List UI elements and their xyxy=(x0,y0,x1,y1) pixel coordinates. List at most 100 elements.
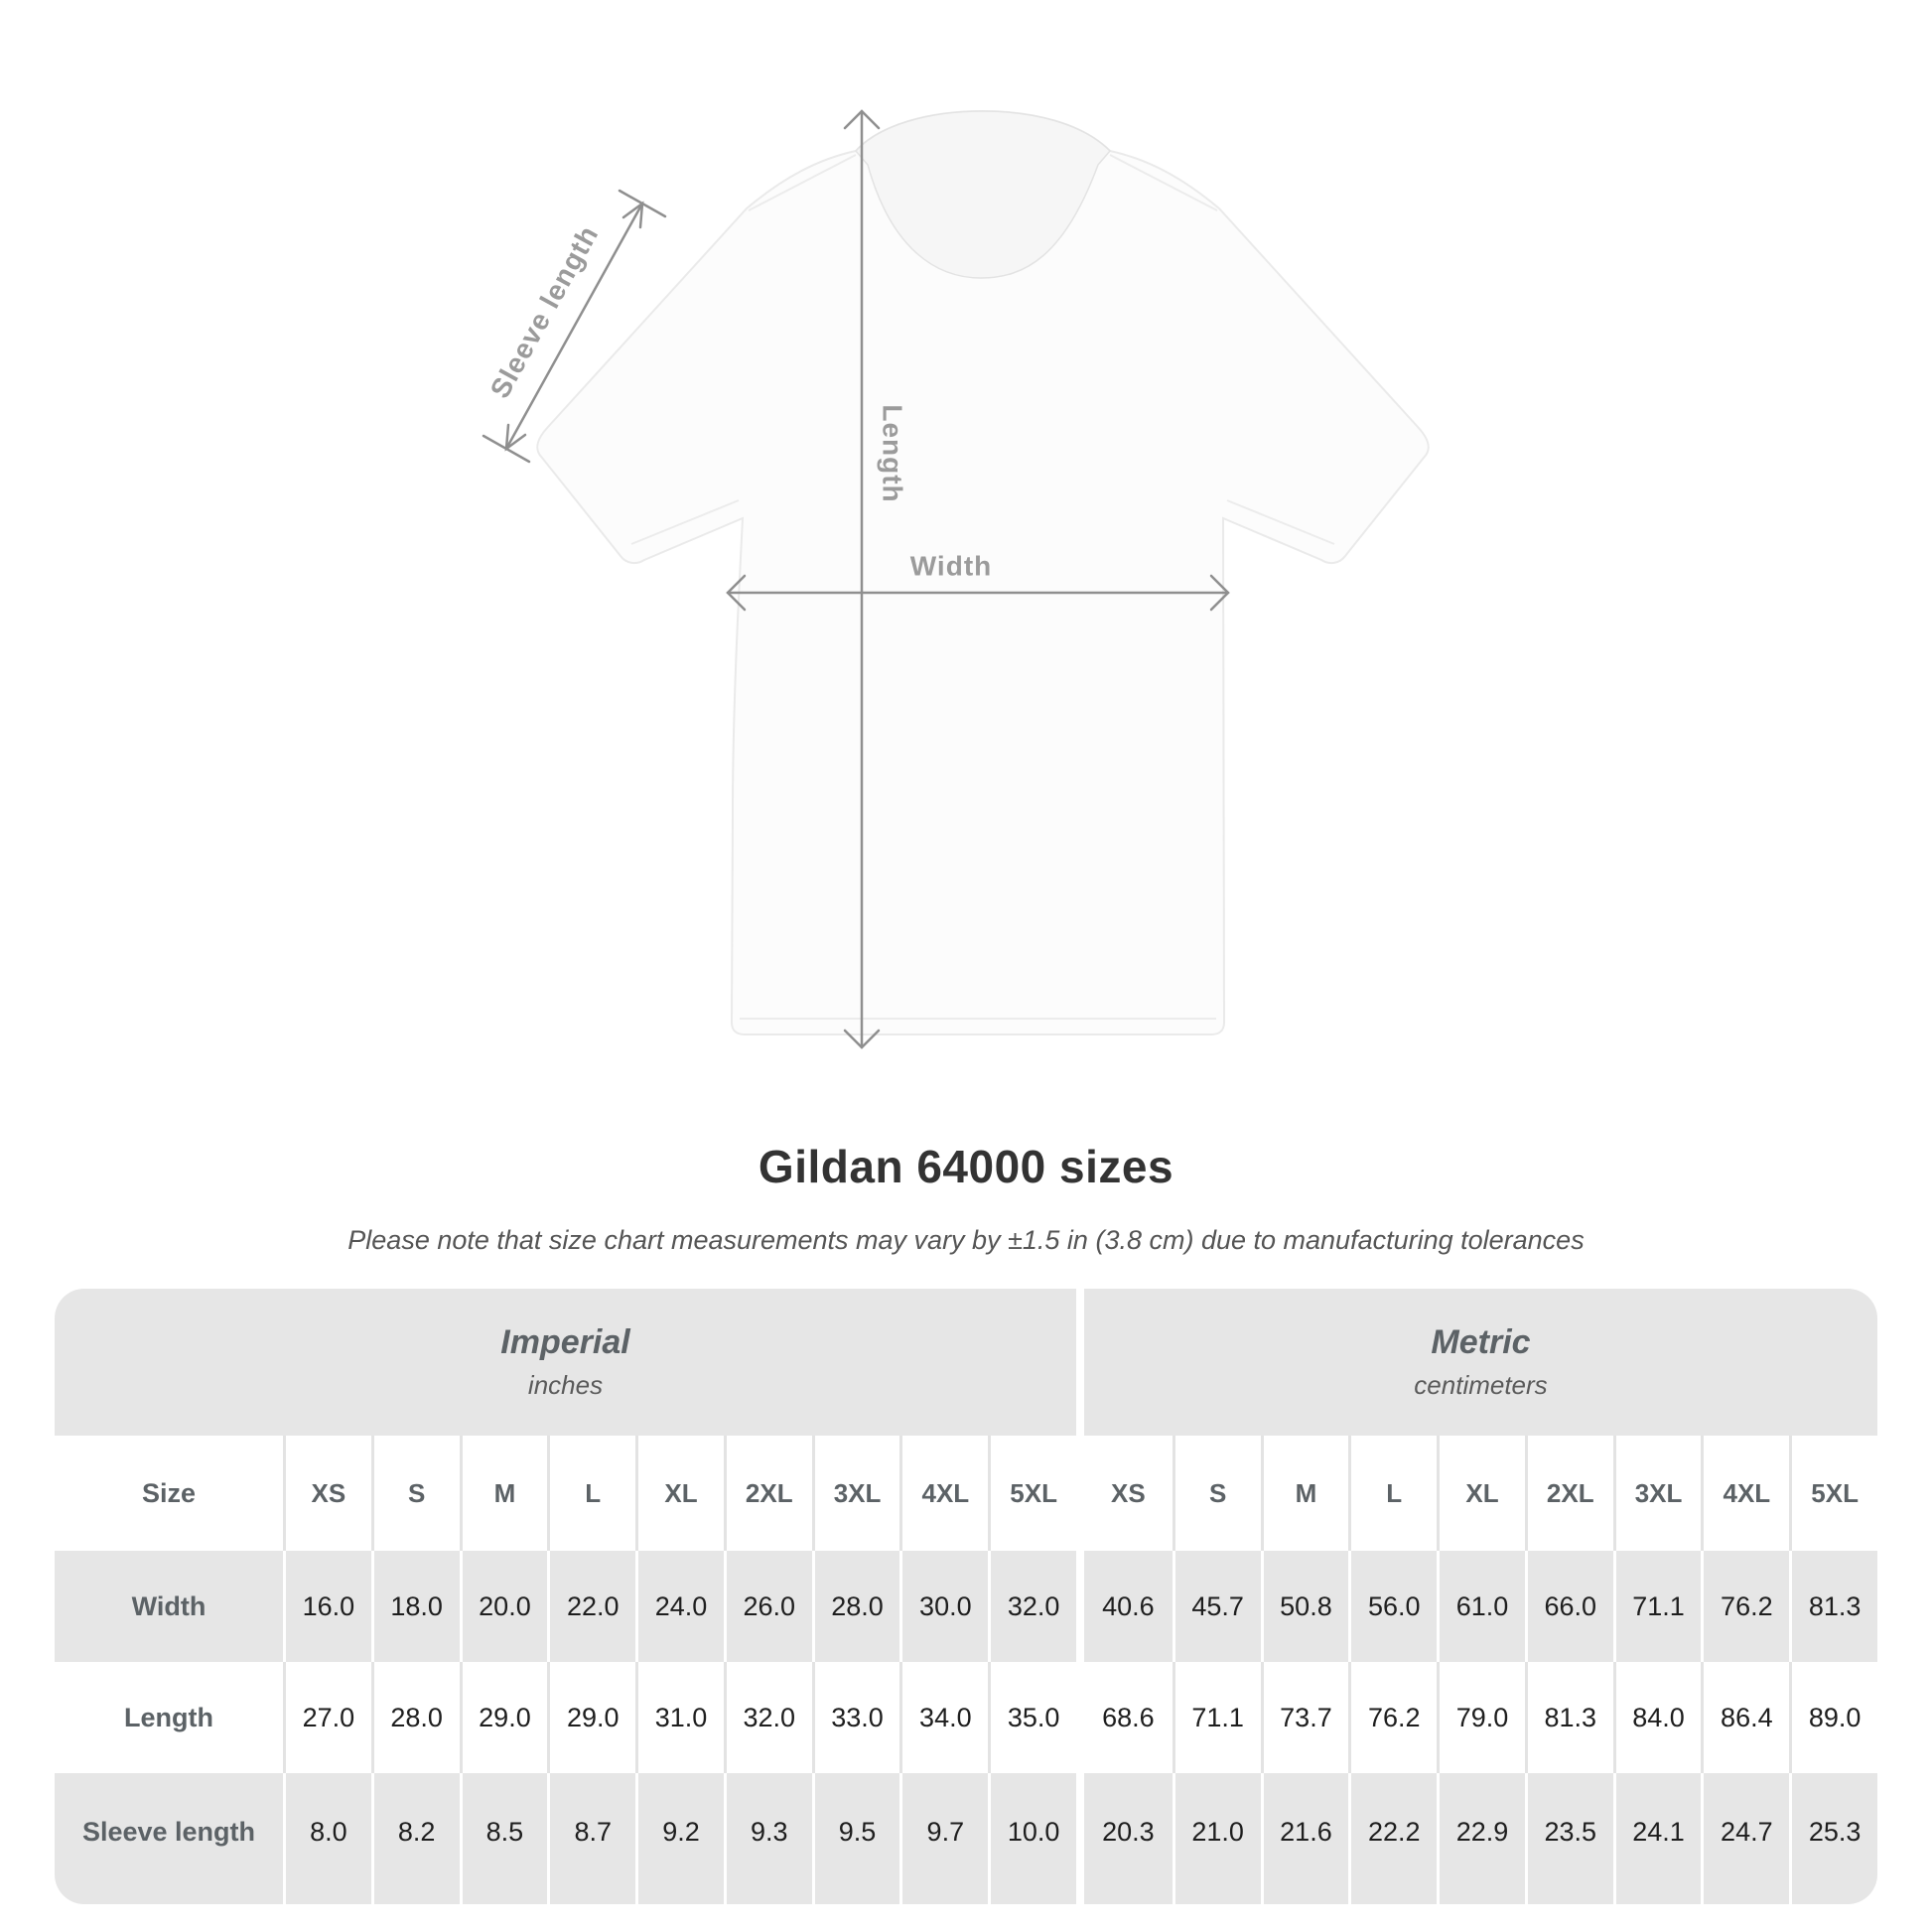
sleeve-metric-cell: 22.9 xyxy=(1437,1773,1525,1904)
sleeve-metric-cell: 24.1 xyxy=(1612,1773,1702,1904)
sleeve-metric-cell: 25.3 xyxy=(1789,1773,1877,1904)
half-divider xyxy=(1076,1773,1084,1904)
row-label-length: Length xyxy=(55,1662,283,1773)
width-imperial-cell: 24.0 xyxy=(635,1551,724,1662)
half-divider xyxy=(1076,1436,1084,1551)
col-header-imperial-l: L xyxy=(547,1436,636,1551)
width-imperial-cell: 18.0 xyxy=(370,1551,460,1662)
length-imperial-cell: 27.0 xyxy=(283,1662,371,1773)
width-metric-cell: 81.3 xyxy=(1789,1551,1877,1662)
length-metric-cell: 81.3 xyxy=(1524,1662,1613,1773)
width-label: Width xyxy=(910,550,993,581)
sleeve-length-label: Sleeve length xyxy=(484,220,605,403)
width-metric-cell: 76.2 xyxy=(1701,1551,1790,1662)
length-arrowhead-bottom xyxy=(843,1029,881,1049)
col-header-imperial-5xl: 5XL xyxy=(988,1436,1076,1551)
imperial-header-block: Imperial inches xyxy=(55,1289,1076,1436)
half-divider xyxy=(1076,1662,1084,1773)
col-header-imperial-4xl: 4XL xyxy=(899,1436,989,1551)
sleeve-imperial-cell: 8.0 xyxy=(283,1773,371,1904)
sleeve-metric-cell: 21.0 xyxy=(1172,1773,1261,1904)
page-title: Gildan 64000 sizes xyxy=(758,1141,1174,1192)
sleeve-metric-cell: 20.3 xyxy=(1084,1773,1173,1904)
metric-unit: centimeters xyxy=(1414,1370,1548,1400)
size-table: Imperial inches Metric centimeters Size … xyxy=(55,1289,1877,1904)
width-metric-cell: 61.0 xyxy=(1437,1551,1525,1662)
width-metric-cell: 40.6 xyxy=(1084,1551,1173,1662)
length-metric-cell: 71.1 xyxy=(1172,1662,1261,1773)
length-imperial-cell: 32.0 xyxy=(723,1662,812,1773)
col-header-imperial-m: M xyxy=(459,1436,548,1551)
length-metric-cell: 76.2 xyxy=(1348,1662,1438,1773)
width-metric-cell: 50.8 xyxy=(1260,1551,1349,1662)
width-imperial-cell: 30.0 xyxy=(899,1551,989,1662)
length-imperial-cell: 33.0 xyxy=(811,1662,900,1773)
col-header-metric-m: M xyxy=(1260,1436,1349,1551)
col-header-metric-2xl: 2XL xyxy=(1524,1436,1613,1551)
width-imperial-cell: 22.0 xyxy=(547,1551,636,1662)
col-header-imperial-xl: XL xyxy=(635,1436,724,1551)
sleeve-end-tick-bottom xyxy=(482,434,531,464)
col-header-imperial-xs: XS xyxy=(283,1436,371,1551)
tolerance-note: Please note that size chart measurements… xyxy=(347,1225,1585,1255)
width-imperial-cell: 20.0 xyxy=(459,1551,548,1662)
width-arrowhead-right xyxy=(1209,574,1230,612)
sleeve-metric-cell: 21.6 xyxy=(1260,1773,1349,1904)
col-header-imperial-2xl: 2XL xyxy=(723,1436,812,1551)
imperial-title: Imperial xyxy=(500,1323,630,1361)
half-divider xyxy=(1076,1289,1084,1436)
sleeve-metric-cell: 24.7 xyxy=(1701,1773,1790,1904)
col-header-metric-l: L xyxy=(1348,1436,1438,1551)
col-header-metric-3xl: 3XL xyxy=(1612,1436,1702,1551)
col-header-imperial-s: S xyxy=(370,1436,460,1551)
sleeve-hem-right xyxy=(1226,499,1335,545)
length-metric-cell: 79.0 xyxy=(1437,1662,1525,1773)
col-header-metric-xl: XL xyxy=(1437,1436,1525,1551)
sleeve-imperial-cell: 8.2 xyxy=(370,1773,460,1904)
length-arrowhead-top xyxy=(843,109,881,130)
sleeve-metric-cell: 22.2 xyxy=(1348,1773,1438,1904)
length-imperial-cell: 31.0 xyxy=(635,1662,724,1773)
sleeve-imperial-cell: 8.7 xyxy=(547,1773,636,1904)
sleeve-arrowhead-top xyxy=(621,201,644,229)
sleeve-imperial-cell: 9.5 xyxy=(811,1773,900,1904)
width-imperial-cell: 26.0 xyxy=(723,1551,812,1662)
length-imperial-cell: 29.0 xyxy=(459,1662,548,1773)
sleeve-end-tick-top xyxy=(618,189,667,218)
length-metric-cell: 86.4 xyxy=(1701,1662,1790,1773)
sleeve-imperial-cell: 9.3 xyxy=(723,1773,812,1904)
half-divider xyxy=(1076,1551,1084,1662)
imperial-unit: inches xyxy=(527,1370,604,1400)
row-label-sleeve-length: Sleeve length xyxy=(55,1773,283,1904)
sleeve-imperial-cell: 10.0 xyxy=(988,1773,1076,1904)
sleeve-hem-left xyxy=(630,499,740,545)
length-imperial-cell: 28.0 xyxy=(370,1662,460,1773)
length-metric-cell: 73.7 xyxy=(1260,1662,1349,1773)
sleeve-arrowhead-bottom xyxy=(504,423,527,452)
col-header-metric-s: S xyxy=(1172,1436,1261,1551)
col-header-metric-4xl: 4XL xyxy=(1701,1436,1790,1551)
width-metric-cell: 45.7 xyxy=(1172,1551,1261,1662)
sleeve-arrow xyxy=(504,202,644,451)
width-metric-cell: 66.0 xyxy=(1524,1551,1613,1662)
length-metric-cell: 68.6 xyxy=(1084,1662,1173,1773)
metric-title: Metric xyxy=(1431,1323,1531,1361)
row-label-width: Width xyxy=(55,1551,283,1662)
sleeve-imperial-cell: 8.5 xyxy=(459,1773,548,1904)
width-imperial-cell: 28.0 xyxy=(811,1551,900,1662)
size-header: Size xyxy=(55,1436,283,1551)
length-metric-cell: 89.0 xyxy=(1789,1662,1877,1773)
sleeve-imperial-cell: 9.2 xyxy=(635,1773,724,1904)
sleeve-imperial-cell: 9.7 xyxy=(899,1773,989,1904)
width-arrowhead-left xyxy=(726,574,747,612)
col-header-imperial-3xl: 3XL xyxy=(811,1436,900,1551)
length-imperial-cell: 35.0 xyxy=(988,1662,1076,1773)
shoulder-seam-left xyxy=(748,154,857,211)
width-metric-cell: 56.0 xyxy=(1348,1551,1438,1662)
shoulder-seam-right xyxy=(1109,154,1218,211)
tshirt-diagram: Length Width Sleeve length xyxy=(482,109,1430,1049)
length-metric-cell: 84.0 xyxy=(1612,1662,1702,1773)
length-imperial-cell: 29.0 xyxy=(547,1662,636,1773)
length-imperial-cell: 34.0 xyxy=(899,1662,989,1773)
length-label: Length xyxy=(878,404,908,502)
